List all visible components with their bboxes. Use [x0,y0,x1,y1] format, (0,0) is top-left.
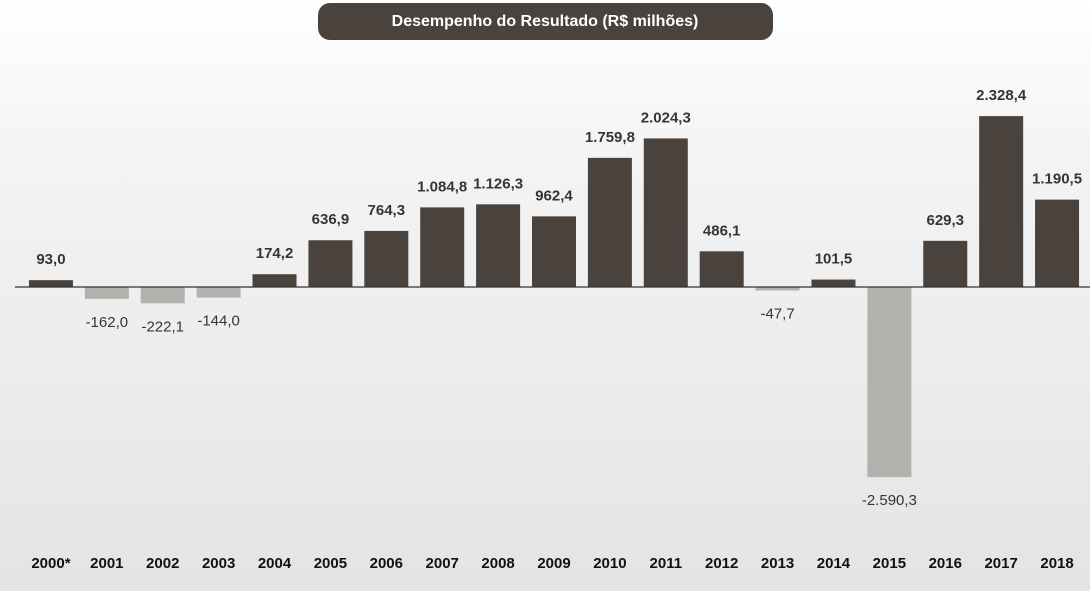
value-label: 1.126,3 [473,175,523,192]
value-label: 962,4 [535,187,573,204]
value-label: -47,7 [760,305,794,322]
chart-title: Desempenho do Resultado (R$ milhões) [392,13,699,30]
bar [811,279,856,287]
bar [84,287,129,299]
x-tick-label: 2001 [90,555,123,572]
value-label: 2.024,3 [641,109,691,126]
x-tick-label: 2018 [1040,555,1073,572]
bar [699,251,744,287]
bar [308,240,353,287]
x-tick-label: 2004 [258,555,292,572]
x-tick-label: 2011 [650,555,683,572]
value-label: 2.328,4 [976,87,1027,104]
x-tick-label: 2014 [817,555,851,572]
bar [196,287,241,298]
value-label: 1.084,8 [417,178,467,195]
value-label: 486,1 [703,222,741,239]
bar [532,216,576,287]
bar [923,240,968,287]
bar [364,230,409,287]
x-tick-label: 2008 [481,555,514,572]
x-tick-label: 2017 [984,555,1017,572]
bar [587,157,632,287]
x-tick-label: 2013 [761,555,794,572]
value-label: 1.759,8 [585,129,635,146]
x-tick-label: 2002 [146,555,179,572]
x-tick-label: 2003 [202,555,235,572]
value-label: 174,2 [256,245,294,262]
value-label: -222,1 [141,318,184,335]
value-label: -2.590,3 [862,492,917,509]
x-tick-label: 2009 [537,555,570,572]
value-label: -162,0 [86,314,129,331]
value-label: 629,3 [926,212,964,229]
bar [979,116,1024,288]
bar [420,207,465,287]
x-tick-label: 2007 [426,555,459,572]
x-tick-label: 2016 [929,555,962,572]
x-tick-label: 2006 [370,555,403,572]
value-label: 101,5 [815,251,853,268]
x-tick-label: 2000* [31,555,70,572]
value-label: 1.190,5 [1032,171,1082,188]
bar [867,287,912,478]
plot: 93,0 2000* -162,0 2001 -222,1 2002 -144,0 2003 1… [15,87,1090,572]
x-tick-label: 2015 [873,555,906,572]
x-tick-label: 2005 [314,555,347,572]
x-tick-label: 2012 [705,555,738,572]
x-tick-label: 2010 [593,555,626,572]
value-label: 636,9 [312,211,350,228]
bar [755,287,800,291]
value-label: -144,0 [197,313,240,330]
bar [252,274,297,287]
bar [140,287,185,304]
bar [1035,199,1080,287]
title-pill [318,3,773,40]
value-label: 93,0 [36,251,65,268]
bar [28,280,73,287]
bar [476,204,521,287]
bar [643,138,688,287]
value-label: 764,3 [368,202,406,219]
